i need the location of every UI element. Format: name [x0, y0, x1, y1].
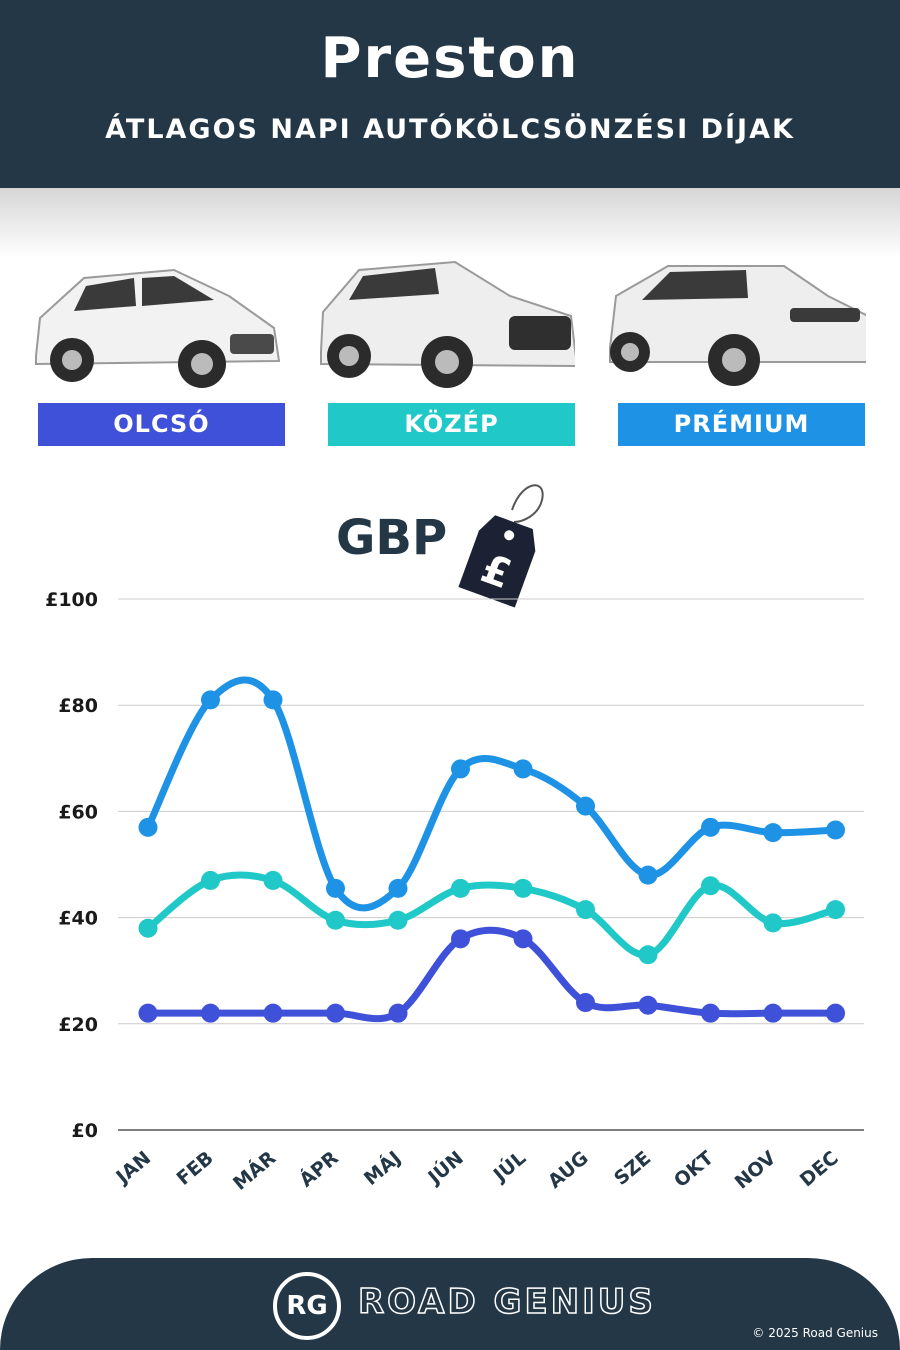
x-tick-label: AUG: [544, 1147, 593, 1193]
data-point: [638, 865, 658, 885]
x-tick-label: ÁPR: [295, 1146, 343, 1192]
category-label-kozep: KÖZÉP: [328, 403, 575, 446]
x-tick-label: NOV: [731, 1147, 781, 1194]
data-point: [326, 1003, 345, 1023]
data-point: [201, 1003, 220, 1023]
car-hatchback-icon: [35, 268, 281, 388]
data-point: [513, 759, 533, 779]
header: Preston ÁTLAGOS NAPI AUTÓKÖLCSÖNZÉSI DÍJ…: [0, 0, 900, 188]
x-axis-ticks: JAN FEB MÁR ÁPR MÁJ JÚN JÚL AUG SZE OKT NOV DEC: [111, 1145, 843, 1194]
x-tick-label: SZE: [610, 1147, 655, 1190]
x-tick-label: JÚN: [421, 1145, 467, 1189]
data-point: [701, 876, 720, 896]
car-suv-icon: [320, 260, 575, 388]
y-tick-label: £40: [58, 908, 98, 930]
data-point: [326, 910, 345, 930]
data-point: [826, 900, 845, 920]
data-point: [138, 918, 158, 938]
data-point: [763, 1003, 783, 1023]
data-point: [701, 817, 720, 837]
data-point: [451, 929, 470, 949]
y-tick-label: £100: [45, 589, 98, 611]
data-point: [826, 820, 845, 840]
y-axis-ticks: £0 £20 £40 £60 £80 £100: [45, 589, 98, 1142]
x-tick-label: JAN: [111, 1147, 156, 1189]
series-lines: [138, 676, 845, 1023]
data-point: [513, 929, 533, 949]
data-point: [326, 878, 345, 898]
header-shadow: [0, 188, 900, 258]
brand-name: ROAD GENIUS: [357, 1281, 656, 1323]
x-tick-label: DEC: [796, 1147, 843, 1191]
line-chart: £0 £20 £40 £60 £80 £100 JAN FEB MÁR ÁPR MÁJ JÚN JÚL…: [45, 589, 864, 1195]
page-subtitle: ÁTLAGOS NAPI AUTÓKÖLCSÖNZÉSI DÍJAK: [105, 114, 795, 145]
page-title: Preston: [320, 26, 580, 91]
data-point: [576, 796, 595, 816]
data-point: [638, 945, 658, 965]
data-point: [201, 870, 220, 890]
car-luxury-suv-icon: [609, 265, 866, 386]
data-point: [263, 690, 283, 710]
x-tick-label: JÚL: [487, 1145, 530, 1187]
category-label-olcso: OLCSÓ: [38, 403, 285, 446]
data-point: [576, 900, 595, 920]
category-label-premium: PRÉMIUM: [618, 403, 865, 446]
copyright: © 2025 Road Genius: [752, 1326, 878, 1340]
y-tick-label: £80: [58, 695, 98, 717]
data-point: [638, 995, 658, 1015]
y-tick-label: £60: [58, 801, 98, 823]
data-point: [138, 1003, 158, 1023]
data-point: [576, 993, 595, 1013]
y-tick-label: £0: [72, 1120, 98, 1142]
data-point: [763, 913, 783, 933]
data-point: [388, 910, 408, 930]
currency-label: GBP: [336, 510, 448, 566]
series-line: [144, 926, 839, 1023]
x-tick-label: MÁJ: [359, 1146, 405, 1190]
data-point: [826, 1003, 845, 1023]
data-point: [513, 878, 533, 898]
y-tick-label: £20: [58, 1014, 98, 1036]
data-point: [388, 1003, 408, 1023]
x-tick-label: FEB: [173, 1147, 218, 1190]
footer: [0, 1258, 900, 1350]
data-point: [451, 759, 470, 779]
price-tag-icon: £: [458, 484, 544, 608]
data-point: [138, 817, 158, 837]
x-tick-label: OKT: [670, 1147, 718, 1192]
series-line: [144, 871, 839, 959]
x-tick-label: MÁR: [228, 1146, 280, 1195]
data-point: [388, 878, 408, 898]
logo: RG: [273, 1272, 341, 1340]
data-point: [701, 1003, 720, 1023]
data-point: [451, 878, 470, 898]
data-point: [263, 870, 283, 890]
data-point: [763, 823, 783, 843]
grid-lines: [118, 598, 864, 1131]
data-point: [263, 1003, 283, 1023]
data-point: [201, 690, 220, 710]
